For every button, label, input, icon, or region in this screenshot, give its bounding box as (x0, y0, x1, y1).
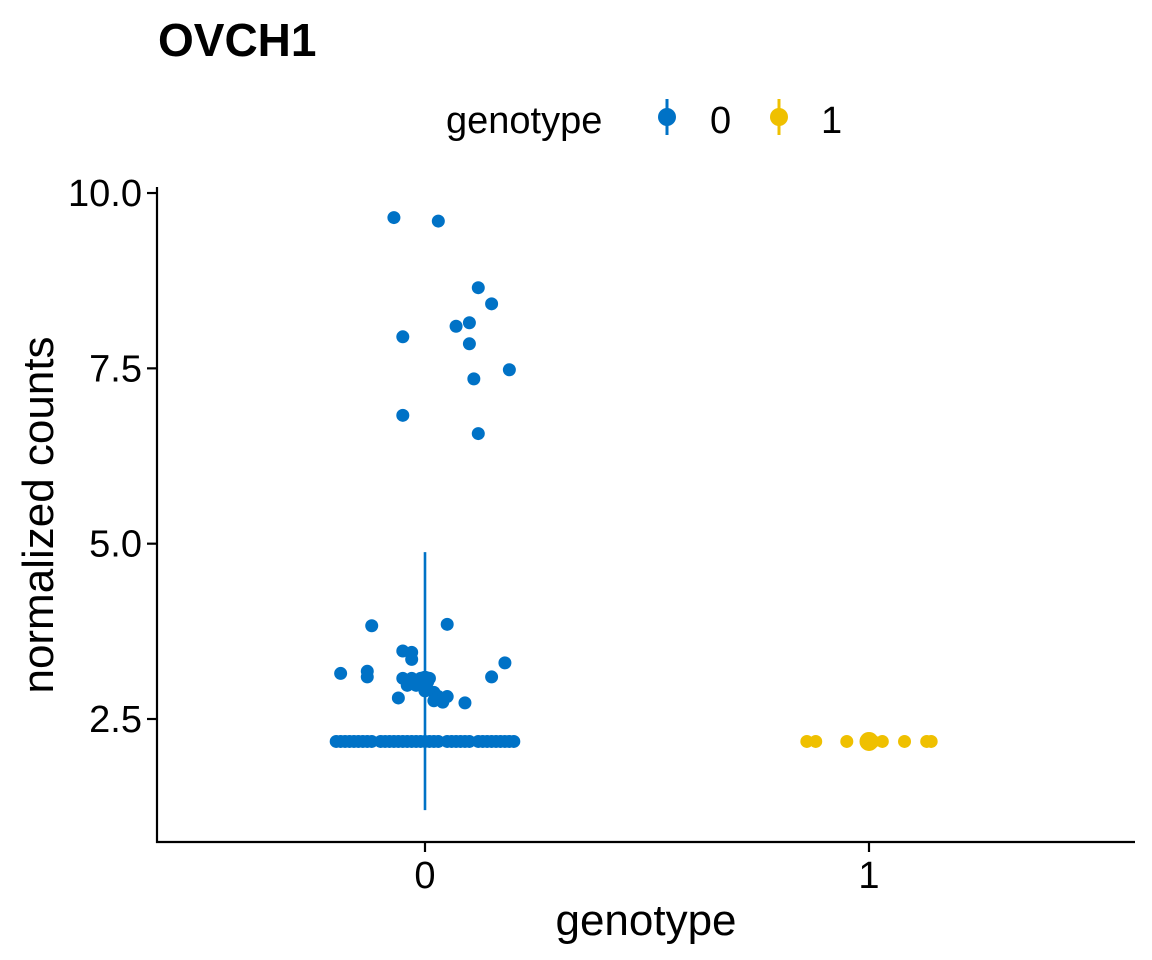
data-point (462, 316, 476, 330)
mean-point-0 (415, 670, 435, 690)
x-axis-label: genotype (555, 896, 736, 945)
data-point (365, 734, 379, 748)
y-axis-label: normalized counts (14, 336, 63, 693)
legend-title: genotype (446, 100, 602, 142)
data-point (391, 691, 405, 705)
data-point (334, 666, 348, 680)
legend-key-1: 1 (770, 99, 842, 142)
legend-label-1: 1 (821, 100, 842, 142)
data-point (360, 670, 374, 684)
series-1 (800, 731, 938, 751)
data-point (467, 372, 481, 386)
x-tick-label: 0 (414, 855, 435, 897)
data-point (431, 214, 445, 228)
data-point (396, 330, 410, 344)
data-point (875, 734, 889, 748)
data-point (471, 281, 485, 295)
legend-marker-1 (770, 108, 788, 126)
data-point (405, 652, 419, 666)
data-point (924, 734, 938, 748)
data-point (840, 734, 854, 748)
axes: 2.5 5.0 7.5 10.0 0 1 (68, 173, 1135, 897)
data-point (365, 619, 379, 633)
data-point (440, 617, 454, 631)
data-point (471, 427, 485, 441)
data-point (449, 319, 463, 333)
plot-marks (329, 211, 938, 811)
legend-key-0: 0 (658, 99, 731, 142)
data-point (809, 734, 823, 748)
y-tick-label: 7.5 (89, 348, 142, 390)
data-point (400, 678, 414, 692)
data-point (800, 734, 814, 748)
legend: genotype 0 1 (446, 99, 842, 142)
legend-marker-0 (658, 108, 676, 126)
data-point (485, 297, 499, 311)
data-point (507, 734, 521, 748)
data-point (462, 337, 476, 351)
y-tick-label: 2.5 (89, 699, 142, 741)
data-point (485, 670, 499, 684)
data-point (458, 696, 472, 710)
data-point (462, 734, 476, 748)
x-tick-label: 1 (858, 855, 879, 897)
chart-title: OVCH1 (158, 14, 316, 66)
data-point (436, 695, 450, 709)
y-tick-label: 5.0 (89, 524, 142, 566)
mean-point-1 (859, 731, 879, 751)
data-point (396, 408, 410, 422)
y-tick-label: 10.0 (68, 173, 142, 215)
data-point (431, 734, 445, 748)
data-point (498, 656, 512, 670)
data-point (502, 363, 516, 377)
data-point (898, 734, 912, 748)
series-0 (329, 211, 521, 811)
data-point (387, 211, 401, 225)
legend-label-0: 0 (710, 100, 731, 142)
